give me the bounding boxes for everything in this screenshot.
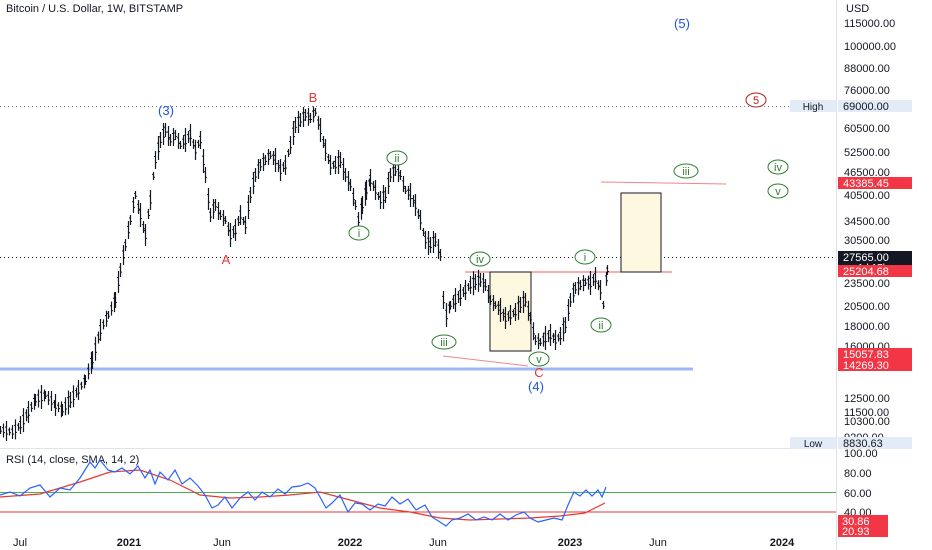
price-tag-value: 25204.68 [843, 266, 889, 278]
wave-circle [574, 249, 596, 265]
y-tick-label: 52500.00 [844, 147, 890, 159]
chart-title: Bitcoin / U.S. Dollar, 1W, BITSTAMP [6, 3, 184, 15]
price-tag-value: 14269.30 [843, 360, 889, 372]
wave-circle [767, 159, 789, 175]
price-tag-value: 69000.00 [843, 101, 889, 113]
wave-circle [386, 150, 408, 166]
rsi-tick-label: 100.00 [844, 448, 878, 460]
rsi-ma-line [0, 469, 606, 521]
wave-label: v [775, 186, 781, 198]
wave-label: A [222, 252, 231, 267]
wave-label: iii [682, 166, 689, 178]
x-tick-label: Jun [429, 537, 447, 549]
wave-label: 5 [753, 95, 759, 107]
wave-circle [745, 92, 767, 108]
x-tick-label: 2024 [770, 537, 795, 549]
rsi-title: RSI (14, close, SMA, 14, 2) [6, 454, 140, 466]
y-tick-label: 34500.00 [844, 216, 890, 228]
wave-label: i [584, 252, 586, 264]
wave-circle [431, 334, 457, 350]
y-tick-label: 100000.00 [844, 41, 896, 53]
x-tick-label: Jun [649, 537, 667, 549]
wave-circle [767, 183, 789, 199]
target-line [600, 181, 727, 185]
price-tag-label: Low [804, 439, 823, 450]
wave-circle [528, 351, 550, 367]
x-tick-label: 2023 [558, 537, 582, 549]
wave-label: B [309, 90, 318, 105]
y-tick-label: 88000.00 [844, 63, 890, 75]
x-tick-label: Jun [213, 537, 231, 549]
y-tick-label: 60500.00 [844, 123, 890, 135]
wave-circle [348, 225, 370, 241]
price-tag-bg [838, 348, 912, 360]
y-tick-label: 115000.00 [844, 18, 895, 30]
wave-label: (3) [158, 103, 174, 118]
wave-circle [673, 163, 699, 179]
wave-label: ii [395, 153, 400, 165]
price-tag-bg [838, 100, 912, 112]
y-tick-label: 76000.00 [844, 85, 890, 97]
x-tick-label: 2022 [338, 537, 362, 549]
wave-label: iv [774, 162, 782, 174]
y-tick-label: 12500.00 [844, 393, 890, 405]
price-tag-label: High [803, 102, 824, 113]
price-tag-value: 43385.45 [843, 178, 889, 190]
rsi-tag-value: 20.93 [842, 526, 870, 538]
rsi-tag-bg [838, 525, 888, 537]
wave-label: ii [599, 320, 604, 332]
wave-circle [469, 251, 491, 267]
rsi-tick-label: 60.00 [844, 488, 872, 500]
price-tag-value: 15057.83 [843, 349, 889, 361]
x-tick-label: Jul [13, 537, 27, 549]
wave-label: C [534, 365, 543, 380]
price-tag-bg [838, 359, 912, 371]
price-tag-bg [838, 265, 912, 277]
wave-label: i [358, 228, 360, 240]
wave-label: (4) [528, 379, 544, 394]
price-tag-value: 27565.00 [843, 252, 889, 264]
x-tick-label: 2021 [117, 537, 141, 549]
candles [0, 106, 609, 441]
y-tick-label: 20500.00 [844, 301, 890, 313]
rsi-line [0, 458, 607, 527]
trend-line [442, 355, 529, 367]
price-tag-label-bg [790, 100, 836, 112]
wave-label: iii [440, 337, 447, 349]
y-tick-label: 10300.00 [844, 416, 890, 428]
currency-label: USD [846, 3, 869, 15]
rsi-tick-label: 80.00 [844, 468, 872, 480]
wave-label: iv [476, 254, 484, 266]
y-tick-label: 23500.00 [844, 278, 890, 290]
wave-circle [590, 317, 612, 333]
price-tag-bg [838, 177, 912, 189]
y-tick-label: 40500.00 [844, 190, 890, 202]
wave-label: v [536, 354, 542, 366]
rsi-tag-bg [838, 515, 888, 527]
y-tick-label: 18000.00 [844, 321, 890, 333]
price-tag-bg [838, 437, 912, 449]
wave-label: (5) [674, 16, 690, 31]
target-box [620, 192, 662, 273]
y-tick-label: 11500.00 [844, 407, 889, 419]
y-tick-label: 30500.00 [844, 235, 890, 247]
y-tick-label: 46500.00 [844, 167, 890, 179]
price-tag-label-bg [790, 437, 836, 449]
price-tag-value: 8830.63 [843, 438, 883, 450]
